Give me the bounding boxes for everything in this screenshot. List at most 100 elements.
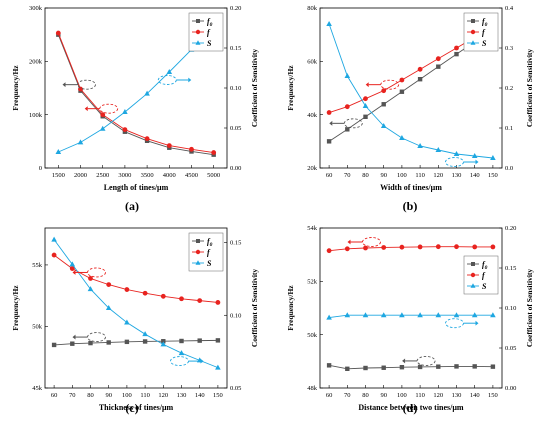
- data-point-S: [490, 155, 496, 160]
- data-point-f: [344, 246, 350, 252]
- annotation-arrowhead: [475, 159, 479, 165]
- y-tick-label: 45k: [32, 385, 43, 392]
- x-tick-label: 150: [488, 172, 498, 179]
- data-point-S: [55, 149, 62, 154]
- data-point-S: [471, 312, 478, 318]
- y-tick-label: 55k: [32, 262, 43, 269]
- data-point-S: [124, 319, 130, 325]
- legend-label: f0: [207, 17, 213, 28]
- x-tick-label: 90: [105, 392, 112, 399]
- x-tick-label: 120: [158, 392, 168, 399]
- data-point-S: [160, 341, 167, 347]
- y2-axis-label: Coefficient of Sensitivity: [250, 269, 259, 348]
- data-point-f0: [399, 89, 405, 94]
- data-point-S: [399, 312, 405, 318]
- annotation-ellipse: [416, 355, 436, 366]
- data-point-S: [77, 139, 84, 145]
- x-tick-label: 70: [344, 392, 351, 399]
- y-tick-label: 80k: [307, 5, 318, 12]
- y-tick-label: 54k: [307, 225, 318, 232]
- annotation-ellipse: [362, 237, 381, 247]
- data-point-f: [88, 276, 93, 281]
- x-tick-label: 4000: [163, 172, 176, 179]
- data-point-S: [326, 314, 332, 320]
- y2-tick-label: 0.10: [230, 85, 241, 92]
- panel-label: (d): [403, 401, 418, 415]
- x-tick-label: 120: [433, 172, 443, 179]
- x-tick-label: 140: [470, 392, 480, 399]
- data-point-f: [100, 112, 106, 118]
- data-point-f0: [70, 341, 75, 346]
- x-tick-label: 2500: [96, 172, 109, 179]
- legend-subscript: 0: [485, 265, 488, 271]
- legend-label: f0: [482, 260, 488, 271]
- legend-box: [463, 12, 499, 52]
- data-point-f: [160, 293, 166, 299]
- y2-tick-label: 0.10: [505, 305, 516, 312]
- data-point-S: [435, 147, 442, 152]
- x-tick-label: 80: [362, 172, 369, 179]
- annotation-arrowhead: [402, 358, 406, 364]
- data-point-f: [454, 244, 459, 250]
- x-tick-label: 60: [326, 172, 333, 179]
- data-point-f: [326, 110, 332, 115]
- x-tick-label: 120: [433, 392, 443, 399]
- annotation-ellipse: [445, 157, 464, 167]
- y2-tick-label: 0.00: [505, 385, 516, 392]
- data-point-f0: [436, 364, 441, 369]
- data-point-f0: [490, 364, 496, 369]
- data-point-f0: [417, 77, 423, 82]
- legend-marker: [196, 239, 200, 243]
- legend-marker: [195, 260, 201, 265]
- data-point-S: [344, 73, 351, 78]
- data-point-f: [106, 282, 112, 288]
- data-point-f: [417, 66, 423, 72]
- x-tick-label: 90: [380, 392, 387, 399]
- x-tick-label: 150: [488, 392, 498, 399]
- data-point-f: [435, 56, 441, 62]
- data-point-f: [381, 245, 387, 250]
- data-point-S: [362, 312, 369, 318]
- data-point-f0: [326, 363, 332, 368]
- y-axis-label: Frequency/Hz: [11, 285, 20, 331]
- legend-label: S: [207, 39, 212, 48]
- x-tick-label: 90: [380, 172, 387, 179]
- x-tick-label: 70: [344, 172, 351, 179]
- y-tick-label: 0: [39, 165, 42, 172]
- data-point-S: [344, 312, 351, 318]
- data-point-f: [215, 300, 221, 305]
- y2-tick-label: 0.2: [505, 85, 513, 92]
- y-tick-label: 50k: [32, 324, 43, 331]
- x-tick-label: 2000: [74, 172, 87, 179]
- y-axis-label: Frequency/Hz: [286, 285, 295, 331]
- data-point-S: [417, 143, 423, 148]
- legend-marker: [195, 249, 201, 255]
- data-point-f0: [345, 127, 350, 132]
- data-point-S: [142, 331, 148, 337]
- y-tick-label: 20k: [307, 165, 318, 172]
- x-tick-label: 100: [397, 172, 407, 179]
- y2-tick-label: 0.15: [230, 240, 241, 247]
- series-line-f: [57, 32, 214, 153]
- data-point-f0: [106, 340, 111, 345]
- legend-marker: [471, 262, 475, 266]
- data-point-f: [211, 150, 217, 155]
- data-point-f: [363, 96, 368, 102]
- data-point-S: [417, 312, 423, 318]
- y-tick-label: 300k: [29, 5, 43, 12]
- data-point-S: [399, 135, 405, 140]
- data-point-f: [326, 248, 332, 254]
- data-point-f0: [326, 139, 332, 144]
- data-point-f0: [345, 366, 350, 371]
- legend-label: f: [482, 271, 486, 280]
- data-point-S: [215, 364, 221, 370]
- legend-label: f: [207, 248, 211, 257]
- data-point-f: [189, 146, 194, 152]
- x-tick-label: 130: [452, 172, 462, 179]
- x-tick-label: 3000: [118, 172, 131, 179]
- data-point-f: [142, 290, 148, 296]
- chart-panel-1: 1500 2000 2500 3000 3500 4000 4500 5000 0 100k 200…: [11, 5, 259, 213]
- y2-tick-label: 0.3: [505, 45, 513, 52]
- y2-tick-label: 0.1: [505, 125, 513, 132]
- legend-label: f0: [207, 237, 213, 248]
